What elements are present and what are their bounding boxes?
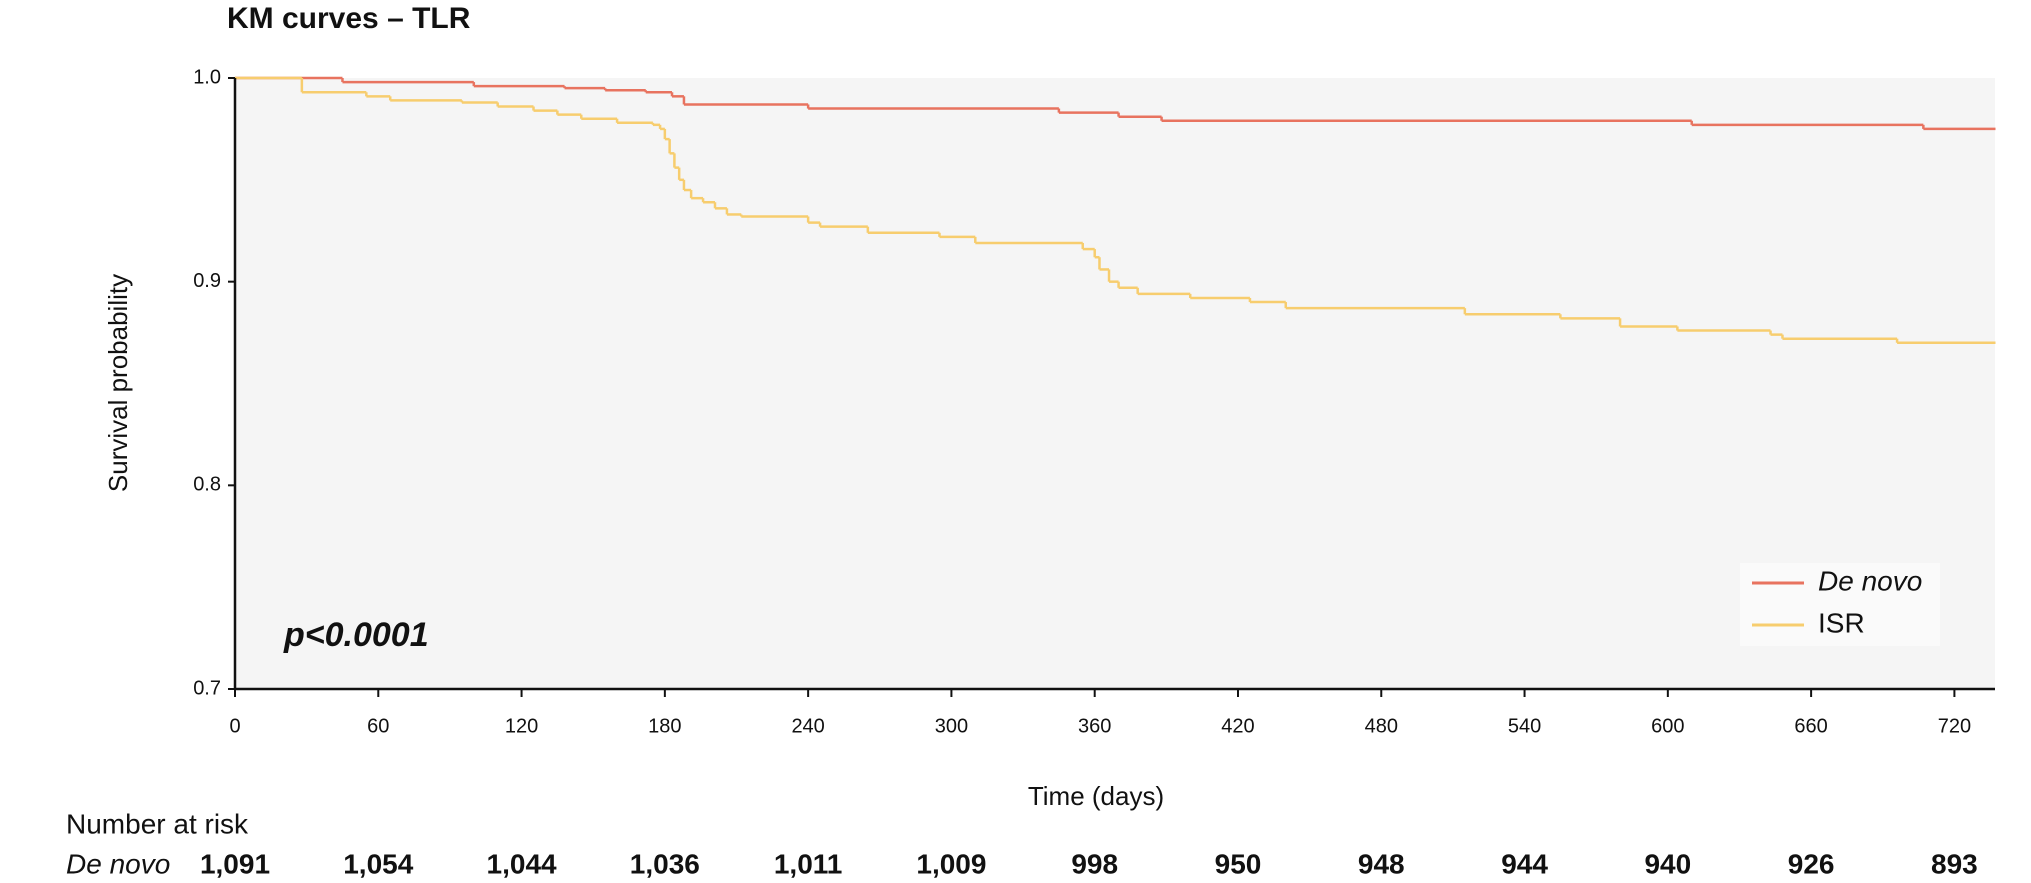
x-axis-label: Time (days) bbox=[1028, 781, 1164, 811]
legend-label: De novo bbox=[1818, 565, 1922, 596]
y-axis-label: Survival probability bbox=[103, 274, 133, 492]
x-tick-label: 180 bbox=[648, 715, 681, 737]
x-tick-label: 540 bbox=[1508, 715, 1541, 737]
risk-value: 1,054 bbox=[343, 848, 413, 879]
risk-value: 893 bbox=[1931, 848, 1978, 879]
x-tick-label: 120 bbox=[505, 715, 538, 737]
p-value: p<0.0001 bbox=[283, 616, 429, 654]
plot-background bbox=[235, 78, 1995, 689]
x-tick-label: 240 bbox=[791, 715, 824, 737]
x-tick-label: 360 bbox=[1078, 715, 1111, 737]
risk-value: 1,091 bbox=[200, 848, 270, 879]
chart-title: KM curves – TLR bbox=[227, 2, 471, 35]
risk-value: 950 bbox=[1215, 848, 1262, 879]
risk-value: 1,044 bbox=[487, 848, 557, 879]
risk-row-label: De novo bbox=[66, 848, 170, 879]
risk-value: 1,011 bbox=[774, 848, 843, 879]
legend-box bbox=[1740, 563, 1940, 646]
risk-value: 1,009 bbox=[916, 848, 986, 879]
y-tick-label: 0.7 bbox=[193, 677, 221, 699]
x-tick-label: 600 bbox=[1651, 715, 1684, 737]
risk-value: 1,036 bbox=[630, 848, 700, 879]
risk-value: 940 bbox=[1644, 848, 1691, 879]
y-tick-label: 0.9 bbox=[193, 270, 221, 292]
y-tick-label: 1.0 bbox=[193, 66, 221, 88]
x-tick-label: 720 bbox=[1938, 715, 1971, 737]
x-tick-label: 660 bbox=[1794, 715, 1827, 737]
x-tick-label: 300 bbox=[935, 715, 968, 737]
x-tick-label: 480 bbox=[1365, 715, 1398, 737]
risk-table-title: Number at risk bbox=[66, 808, 249, 839]
x-tick-label: 0 bbox=[229, 715, 240, 737]
y-tick-label: 0.8 bbox=[193, 474, 221, 496]
risk-value: 926 bbox=[1788, 848, 1835, 879]
legend-label: ISR bbox=[1818, 607, 1865, 638]
risk-value: 944 bbox=[1501, 848, 1548, 879]
risk-value: 948 bbox=[1358, 848, 1405, 879]
risk-value: 998 bbox=[1071, 848, 1118, 879]
x-tick-label: 420 bbox=[1221, 715, 1254, 737]
marks bbox=[235, 76, 1996, 345]
x-tick-label: 60 bbox=[367, 715, 389, 737]
